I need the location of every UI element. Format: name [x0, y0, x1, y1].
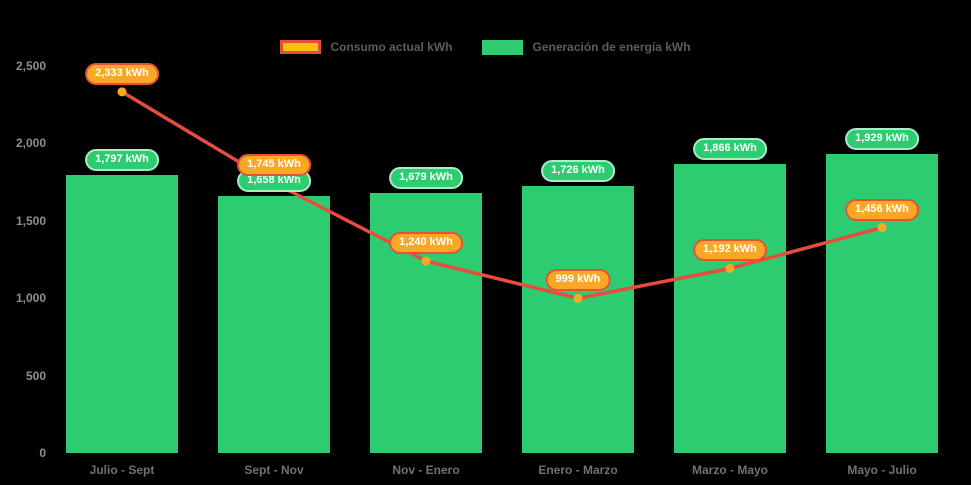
- chart-legend: Consumo actual kWh Generación de energía…: [0, 36, 971, 58]
- y-axis-tick-label: 2,000: [15, 136, 46, 151]
- consumo-value-label: 1,192 kWh: [693, 239, 767, 262]
- generacion-bar[interactable]: [218, 196, 330, 453]
- y-axis-tick-label: 1,500: [15, 213, 46, 228]
- x-axis-label: Enero - Marzo: [538, 463, 618, 477]
- generacion-bar[interactable]: [522, 185, 634, 453]
- consumo-value-label: 1,745 kWh: [237, 153, 311, 176]
- generacion-value-label: 1,726 kWh: [541, 159, 615, 182]
- y-axis-tick-label: 2,500: [15, 59, 46, 73]
- x-axis-label: Julio - Sept: [89, 463, 155, 477]
- consumo-point-marker[interactable]: [877, 223, 887, 233]
- x-axis-label: Mayo - Julio: [847, 463, 917, 477]
- legend-item-generacion[interactable]: Generación de energía kWh: [482, 39, 691, 55]
- generacion-bar[interactable]: [66, 174, 178, 453]
- x-axis-label: Sept - Nov: [244, 463, 304, 477]
- consumo-line-swatch-icon: [280, 40, 322, 54]
- generacion-bar-swatch-icon: [482, 39, 524, 55]
- legend-generacion-label: Generación de energía kWh: [532, 40, 691, 54]
- y-axis-tick-label: 1,000: [15, 291, 46, 306]
- generacion-value-label: 1,679 kWh: [389, 167, 463, 190]
- legend-item-consumo[interactable]: Consumo actual kWh: [280, 40, 452, 54]
- generacion-bar[interactable]: [674, 164, 786, 453]
- consumo-point-marker[interactable]: [117, 87, 127, 97]
- y-axis-tick-label: 0: [39, 446, 46, 460]
- generacion-value-label: 1,866 kWh: [693, 138, 767, 161]
- y-axis-tick-label: 500: [25, 368, 46, 383]
- generacion-value-label: 1,797 kWh: [85, 148, 159, 171]
- consumo-value-label: 1,240 kWh: [389, 232, 463, 255]
- generacion-value-label: 1,929 kWh: [845, 128, 919, 151]
- consumo-line: [120, 90, 884, 301]
- consumo-point-marker[interactable]: [725, 263, 735, 273]
- consumo-point-marker[interactable]: [421, 256, 431, 266]
- consumo-value-label: 2,333 kWh: [85, 62, 159, 85]
- legend-consumo-label: Consumo actual kWh: [330, 40, 453, 54]
- x-axis-label: Marzo - Mayo: [691, 463, 769, 477]
- consumo-value-label: 999 kWh: [545, 269, 611, 292]
- x-axis-label: Nov - Enero: [392, 463, 460, 477]
- consumo-point-marker[interactable]: [573, 293, 583, 303]
- consumo-value-label: 1,456 kWh: [845, 198, 919, 221]
